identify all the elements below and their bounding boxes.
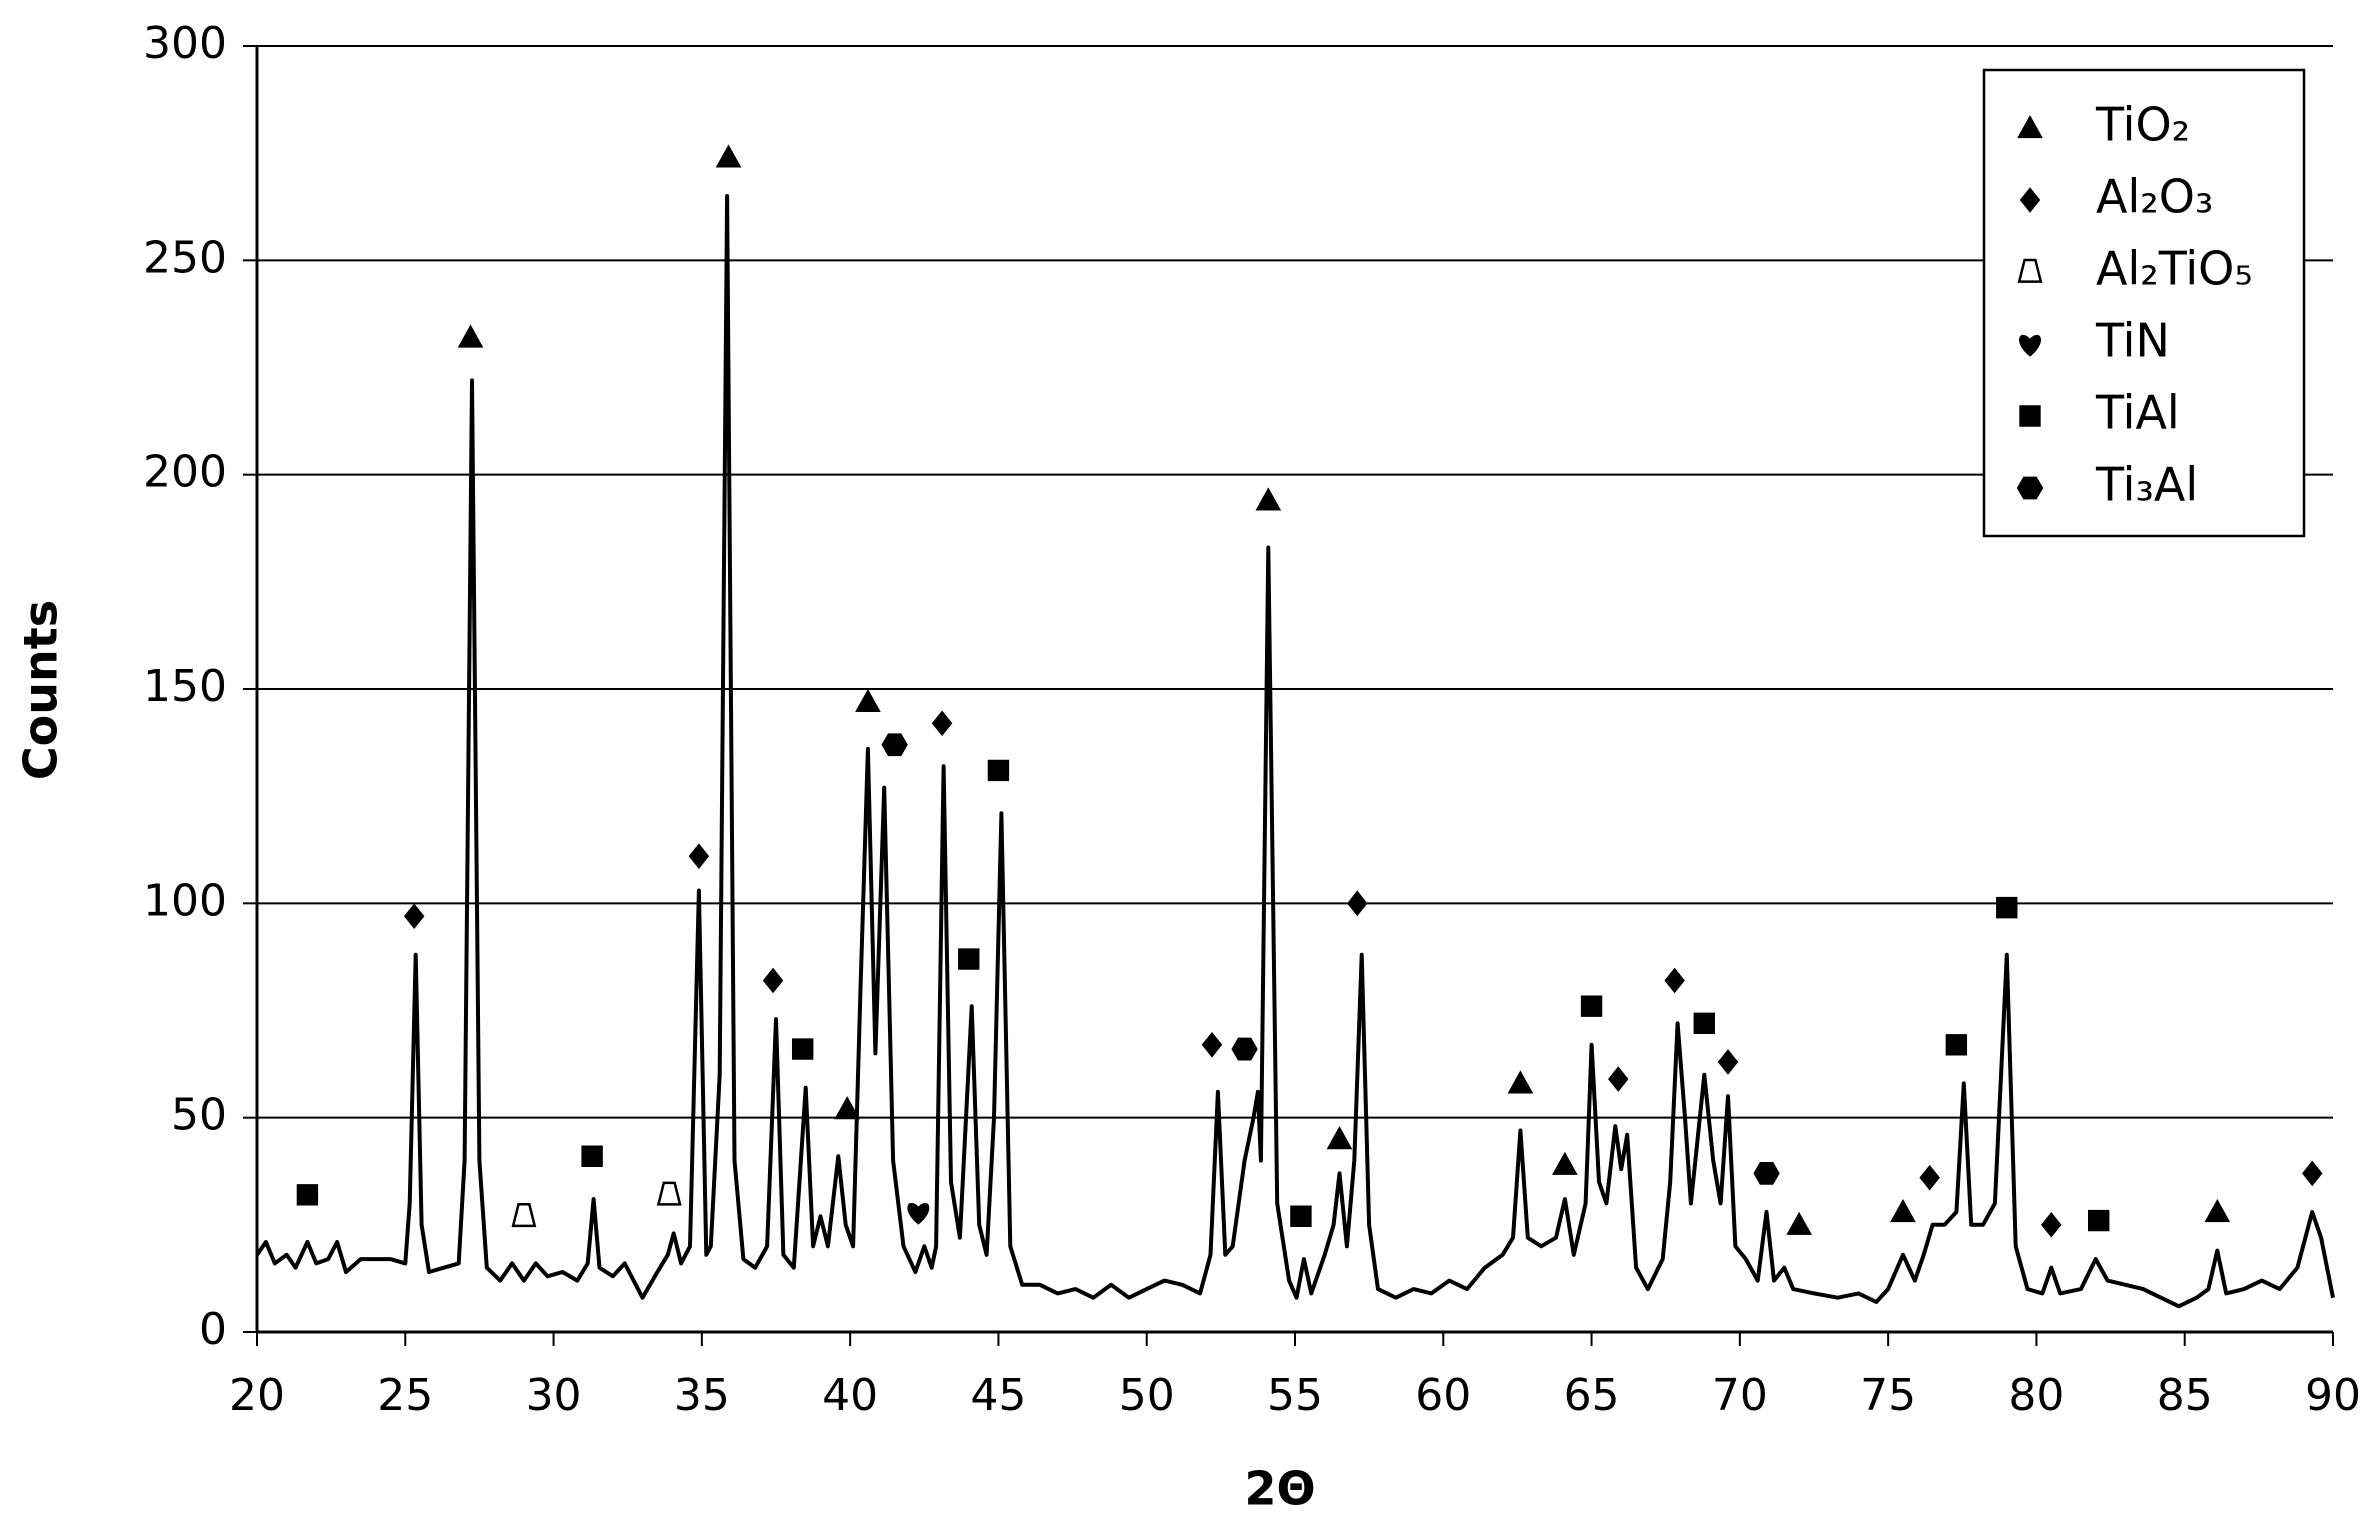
x-tick-label: 75 <box>1860 1370 1916 1421</box>
legend-label: Al₂TiO₅ <box>2096 242 2253 296</box>
phase-marker <box>762 967 784 994</box>
y-tick-label: 300 <box>143 18 227 69</box>
phase-marker <box>1945 1034 1968 1056</box>
x-tick-label: 50 <box>1119 1370 1175 1421</box>
x-tick-label: 35 <box>674 1370 730 1421</box>
legend-marker <box>2019 334 2041 357</box>
phase-marker <box>958 948 980 970</box>
phase-marker <box>1717 1049 1739 1075</box>
y-tick-label: 100 <box>143 875 227 926</box>
phase-marker <box>1890 1198 1916 1223</box>
legend-marker <box>2016 476 2044 500</box>
phase-marker <box>2041 1212 2062 1238</box>
phase-marker <box>715 144 742 168</box>
legend-label: Al₂O₃ <box>2096 170 2213 224</box>
x-tick-label: 20 <box>229 1370 285 1421</box>
legend-label: TiAl <box>2095 386 2180 440</box>
x-tick-label: 30 <box>526 1370 582 1421</box>
x-tick-label: 80 <box>2008 1370 2064 1421</box>
phase-marker <box>1693 1012 1715 1035</box>
phase-marker <box>1552 1151 1578 1175</box>
legend-marker <box>2017 114 2043 139</box>
phase-marker <box>1507 1070 1534 1094</box>
phase-marker <box>1608 1066 1629 1092</box>
x-tick-label: 70 <box>1712 1370 1768 1421</box>
legend-marker <box>2019 405 2041 427</box>
phase-marker <box>931 710 953 737</box>
phase-marker <box>2088 1209 2110 1232</box>
phase-marker <box>403 903 425 929</box>
x-tick-label: 40 <box>822 1370 878 1421</box>
phase-marker <box>1919 1164 1940 1191</box>
phase-marker <box>511 1203 537 1228</box>
xrd-trace <box>255 194 2335 1309</box>
phase-marker <box>457 324 484 348</box>
x-tick-label: 55 <box>1267 1370 1323 1421</box>
phase-marker <box>1347 890 1368 917</box>
phase-marker <box>1290 1205 1312 1227</box>
phase-marker <box>855 688 881 712</box>
legend-label: Ti₃Al <box>2095 458 2198 512</box>
x-tick-label: 45 <box>970 1370 1026 1421</box>
y-tick-label: 250 <box>143 232 227 283</box>
phase-marker <box>1231 1037 1258 1061</box>
phase-marker <box>987 759 1010 782</box>
phase-marker <box>581 1145 603 1167</box>
phase-marker <box>1255 487 1282 511</box>
phase-marker <box>1753 1161 1780 1185</box>
x-tick-label: 65 <box>1564 1370 1620 1421</box>
x-tick-label: 25 <box>377 1370 433 1421</box>
x-axis-title: 2Θ <box>1244 1462 1315 1516</box>
phase-marker <box>296 1184 319 1206</box>
legend-box <box>1982 68 2306 538</box>
phase-marker <box>1580 995 1603 1017</box>
legend-marker <box>2019 187 2041 213</box>
y-tick-label: 0 <box>199 1304 227 1355</box>
phase-marker <box>2301 1160 2323 1187</box>
phase-marker <box>791 1038 814 1060</box>
phase-marker <box>2204 1198 2231 1223</box>
y-tick-label: 200 <box>143 447 227 498</box>
legend-label: TiN <box>2095 314 2170 368</box>
legend-label: TiO₂ <box>2095 98 2190 152</box>
legend: TiO₂ Al₂O₃ Al₂TiO₅ TiN TiAl Ti₃Al <box>1982 68 2306 538</box>
phase-marker <box>688 843 710 869</box>
x-tick-label: 60 <box>1415 1370 1471 1421</box>
phase-marker <box>1326 1126 1353 1150</box>
x-tick-label: 85 <box>2157 1370 2213 1421</box>
phase-marker <box>1786 1211 1813 1235</box>
x-tick-label: 90 <box>2305 1370 2361 1421</box>
phase-marker <box>907 1202 930 1225</box>
phase-marker <box>1201 1031 1223 1058</box>
phase-marker <box>881 733 908 757</box>
phase-marker <box>1664 967 1685 994</box>
y-tick-label: 50 <box>171 1090 227 1141</box>
phase-marker <box>1996 896 2018 919</box>
legend-marker <box>2017 258 2043 283</box>
y-tick-label: 150 <box>143 661 227 712</box>
phase-marker <box>834 1096 861 1120</box>
phase-marker <box>656 1181 682 1206</box>
y-axis-title: Counts <box>14 600 68 780</box>
